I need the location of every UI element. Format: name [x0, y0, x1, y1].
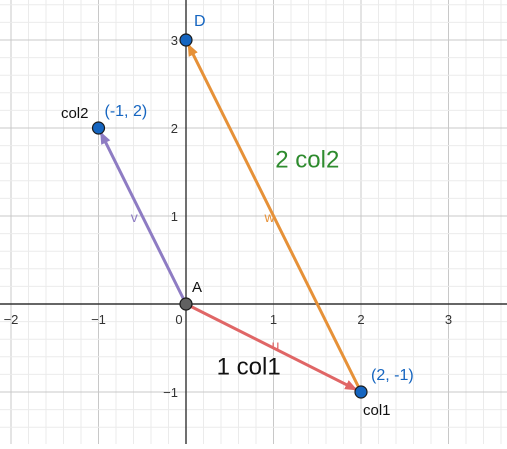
coord-label-col1: (2, -1) — [371, 367, 414, 384]
point-label-A: A — [192, 279, 202, 296]
y-tick-label: −1 — [163, 385, 178, 400]
y-tick-label: 1 — [171, 209, 178, 224]
point-col1[interactable] — [354, 385, 368, 399]
vector-u[interactable] — [184, 302, 359, 392]
coord-label-col2: (-1, 2) — [105, 103, 148, 120]
tick-labels: −2 −1 0 1 2 3 −1 1 2 3 — [4, 33, 453, 400]
point-label-col1: col1 — [363, 402, 391, 419]
vector-label-v: v — [131, 209, 138, 225]
point-label-col2: col2 — [61, 105, 89, 122]
annotation-col1-scale: 1 col1 — [217, 353, 281, 380]
points — [91, 33, 368, 399]
x-tick-label: 1 — [270, 312, 277, 327]
x-tick-label: −1 — [91, 312, 106, 327]
vector-w[interactable] — [186, 42, 363, 394]
y-tick-label: 2 — [171, 121, 178, 136]
x-tick-label: 3 — [445, 312, 452, 327]
vectors: u v w — [99, 42, 363, 394]
point-label-D: D — [194, 13, 206, 30]
y-tick-label: 3 — [171, 33, 178, 48]
vector-v[interactable] — [99, 130, 188, 306]
point-col2[interactable] — [91, 121, 106, 135]
vector-label-u: u — [272, 337, 280, 353]
annotation-col2-scale: 2 col2 — [275, 147, 339, 174]
point-D[interactable] — [179, 33, 193, 47]
x-tick-label: 0 — [175, 312, 182, 327]
x-tick-label: −2 — [4, 312, 19, 327]
vector-label-w: w — [263, 209, 275, 225]
x-tick-label: 2 — [357, 312, 364, 327]
point-A[interactable] — [179, 297, 193, 311]
